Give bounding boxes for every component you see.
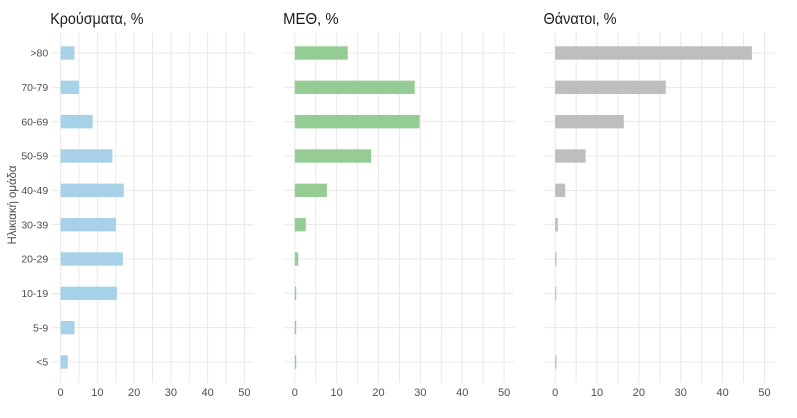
svg-text:30-39: 30-39 bbox=[21, 219, 48, 231]
svg-text:60-69: 60-69 bbox=[21, 116, 48, 128]
svg-text:30: 30 bbox=[414, 387, 426, 399]
svg-text:50: 50 bbox=[758, 387, 770, 399]
svg-text:Ηλικιακή ομάδα: Ηλικιακή ομάδα bbox=[7, 165, 19, 244]
svg-text:ΜΕΘ, %: ΜΕΘ, % bbox=[283, 11, 339, 28]
svg-text:40: 40 bbox=[202, 387, 214, 399]
svg-text:30: 30 bbox=[165, 387, 177, 399]
svg-text:10-19: 10-19 bbox=[21, 288, 48, 300]
svg-text:>80: >80 bbox=[30, 48, 48, 60]
svg-text:0: 0 bbox=[552, 387, 558, 399]
svg-text:50: 50 bbox=[498, 387, 510, 399]
svg-text:0: 0 bbox=[58, 387, 64, 399]
svg-text:20-29: 20-29 bbox=[21, 254, 48, 266]
svg-text:40: 40 bbox=[456, 387, 468, 399]
svg-text:40-49: 40-49 bbox=[21, 185, 48, 197]
svg-text:5-9: 5-9 bbox=[33, 322, 48, 334]
svg-text:20: 20 bbox=[372, 387, 384, 399]
svg-text:70-79: 70-79 bbox=[21, 82, 48, 94]
svg-text:20: 20 bbox=[128, 387, 140, 399]
svg-text:30: 30 bbox=[675, 387, 687, 399]
svg-text:Κρούσματα, %: Κρούσματα, % bbox=[50, 11, 143, 28]
svg-text:40: 40 bbox=[717, 387, 729, 399]
svg-text:50: 50 bbox=[238, 387, 250, 399]
svg-text:10: 10 bbox=[331, 387, 343, 399]
svg-text:<5: <5 bbox=[36, 357, 48, 369]
svg-text:Θάνατοι, %: Θάνατοι, % bbox=[544, 11, 617, 28]
svg-text:50-59: 50-59 bbox=[21, 151, 48, 163]
svg-text:10: 10 bbox=[591, 387, 603, 399]
svg-text:20: 20 bbox=[633, 387, 645, 399]
svg-text:0: 0 bbox=[292, 387, 298, 399]
svg-text:10: 10 bbox=[91, 387, 103, 399]
